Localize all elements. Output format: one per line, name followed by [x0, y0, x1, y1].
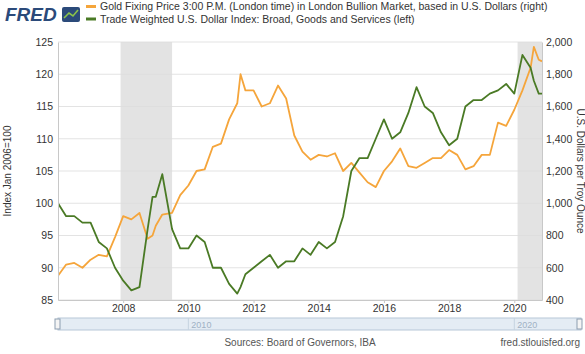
recession-band — [518, 42, 542, 300]
y-axis-tick: 85 — [41, 294, 58, 306]
y2-axis-title: U.S. Dollars per Troy Ounce — [575, 108, 585, 233]
x-axis-tick-label: 2012 — [242, 302, 266, 314]
recession-band — [121, 42, 172, 300]
legend-label: Gold Fixing Price 3:00 P.M. (London time… — [100, 0, 547, 12]
navigator-track — [58, 318, 581, 330]
x-axis-tick: 2018 — [438, 300, 462, 314]
source-note: Sources: Board of Governors, IBA — [224, 337, 376, 348]
legend-label-line: Trade Weighted U.S. Dollar Index: Broad,… — [100, 13, 415, 25]
y-axis-tick: 95 — [41, 229, 58, 241]
legend-entry: Trade Weighted U.S. Dollar Index: Broad,… — [86, 13, 415, 25]
y-axis-tick: 120 — [35, 68, 58, 80]
y-axis-tick: 110 — [36, 133, 58, 145]
y-axis-tick-label: 95 — [41, 229, 53, 241]
y2-axis-tick: 2,000 — [542, 36, 572, 48]
x-axis-line — [59, 300, 543, 301]
y2-axis-tick: 1,000 — [542, 197, 572, 209]
y2-axis-tick-label: 1,800 — [546, 68, 572, 80]
source-url: fred.stlouisfed.org — [501, 337, 581, 348]
y-axis-tick-label: 85 — [41, 294, 53, 306]
logo-text: FRED — [5, 4, 57, 25]
legend-label: Trade Weighted U.S. Dollar Index: Broad,… — [100, 13, 415, 25]
y2-axis-tick-label: 400 — [546, 294, 564, 306]
x-axis-tick: 2014 — [308, 300, 332, 314]
y-axis-title: Index Jan 2006=100 — [2, 125, 13, 216]
legend-swatch — [86, 5, 96, 8]
plot-area — [58, 42, 542, 300]
x-axis-tick-label: 2020 — [503, 302, 527, 314]
y2-axis-tick-label: 600 — [546, 262, 564, 274]
y-axis-tick-label: 120 — [35, 68, 53, 80]
y2-axis-tick: 1,400 — [542, 133, 572, 145]
y2-axis: 400 600 800 1,000 1,200 1,400 1,600 1,800 2,000 — [542, 36, 572, 306]
y2-axis-tick-label: 1,000 — [546, 197, 572, 209]
navigator: 2010 2020 — [55, 318, 582, 330]
y-axis-tick-label: 115 — [36, 100, 53, 112]
legend-label-line: Gold Fixing Price 3:00 P.M. (London time… — [100, 0, 547, 12]
series-line — [58, 55, 542, 294]
y-axis-tick: 125 — [35, 36, 58, 48]
logo: FRED — [5, 4, 80, 25]
y2-axis-tick: 1,200 — [542, 165, 572, 177]
y2-axis-tick-label: 800 — [546, 229, 564, 241]
y2-axis-tick: 1,600 — [542, 100, 572, 112]
x-axis-tick: 2010 — [177, 300, 201, 314]
chart-container: FRED Gold Fixing Price 3:00 P.M. (London … — [0, 0, 585, 354]
y-axis-tick-label: 110 — [36, 133, 53, 145]
y-axis-tick-label: 90 — [41, 262, 53, 274]
y2-axis-tick-label: 1,200 — [546, 165, 572, 177]
y2-axis-tick: 600 — [542, 262, 564, 274]
chart-svg: FRED Gold Fixing Price 3:00 P.M. (London … — [0, 0, 585, 354]
series-line — [58, 47, 542, 276]
y-axis: 85 90 95 100 105 110 115 120 125 — [35, 36, 58, 306]
y-axis-line — [58, 43, 59, 301]
navigator-label: 2020 — [517, 320, 537, 330]
y2-axis-tick-label: 2,000 — [546, 36, 572, 48]
x-axis-tick: 2008 — [112, 300, 136, 314]
logo-icon — [62, 7, 80, 22]
x-axis-tick: 2020 — [503, 300, 527, 314]
navigator-handle — [577, 319, 582, 329]
navigator-tick — [514, 318, 515, 330]
navigator-handle — [55, 319, 60, 329]
y2-axis-tick: 1,800 — [542, 68, 572, 80]
legend-swatch — [86, 18, 96, 21]
legend-entry: Gold Fixing Price 3:00 P.M. (London time… — [86, 0, 547, 12]
y-axis-tick-label: 105 — [35, 165, 53, 177]
x-axis-tick: 2012 — [242, 300, 266, 314]
y2-axis-tick: 800 — [542, 229, 564, 241]
x-axis-tick-label: 2016 — [373, 302, 397, 314]
x-axis-tick-label: 2014 — [308, 302, 332, 314]
y2-axis-tick-label: 1,400 — [546, 133, 572, 145]
logo-icon-line — [64, 10, 78, 18]
y-axis-tick: 105 — [35, 165, 58, 177]
y-axis-tick-label: 125 — [35, 36, 53, 48]
y2-axis-tick-label: 1,600 — [546, 100, 572, 112]
y-axis-tick: 100 — [35, 197, 58, 209]
y-axis-tick: 115 — [36, 100, 58, 112]
x-axis-tick-label: 2018 — [438, 302, 462, 314]
x-axis-tick-label: 2010 — [177, 302, 201, 314]
grid — [58, 42, 542, 300]
x-axis-tick: 2016 — [373, 300, 397, 314]
y2-axis-line — [542, 43, 543, 301]
x-axis-tick-label: 2008 — [112, 302, 136, 314]
navigator-label: 2010 — [191, 320, 211, 330]
navigator-tick — [188, 318, 189, 330]
y-axis-tick: 90 — [41, 262, 58, 274]
y-axis-tick-label: 100 — [35, 197, 53, 209]
x-axis: 2008 2010 2012 2014 2016 2018 2020 — [59, 300, 543, 314]
y2-axis-tick: 400 — [542, 294, 564, 306]
